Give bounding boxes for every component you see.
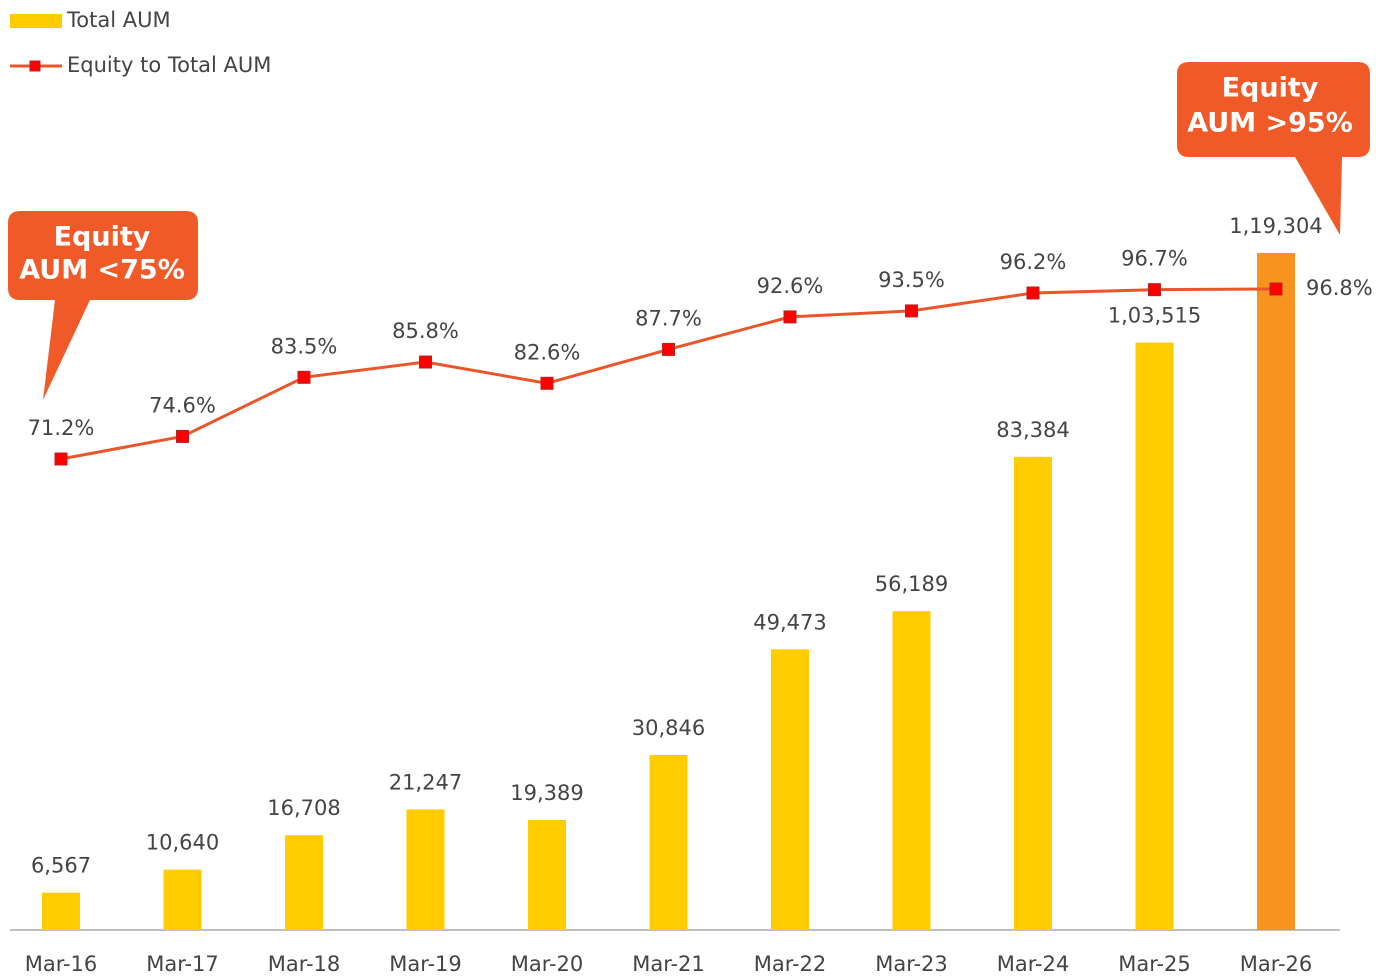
x-tick-label: Mar-17 (146, 952, 219, 976)
bar (771, 649, 809, 930)
legend-label: Total AUM (66, 8, 171, 32)
bar (163, 869, 202, 930)
line-marker (783, 310, 797, 324)
bar-value-label: 56,189 (875, 572, 948, 596)
line-marker (297, 370, 311, 384)
bar (1014, 456, 1052, 930)
callout-text: Equity (54, 222, 151, 253)
line-value-label: 87.7% (635, 306, 702, 330)
bar-value-label: 1,03,515 (1108, 304, 1202, 328)
legend-marker (29, 60, 41, 72)
line-marker (1269, 282, 1283, 296)
x-tick-label: Mar-26 (1240, 952, 1313, 976)
line-marker (905, 304, 918, 318)
x-tick-label: Mar-24 (997, 952, 1070, 976)
bar-value-label: 10,640 (146, 831, 219, 855)
legend-label: Equity to Total AUM (67, 53, 271, 77)
callout-box (1177, 62, 1370, 235)
bar-value-label: 83,384 (996, 418, 1069, 442)
callout-box (8, 211, 198, 400)
callout-text: AUM <75% (19, 255, 185, 286)
bar-value-label: 21,247 (389, 770, 462, 794)
legend-swatch (10, 14, 62, 28)
line-value-label: 96.2% (1000, 250, 1067, 274)
callout-text: AUM >95% (1187, 108, 1353, 139)
x-tick-label: Mar-22 (754, 952, 827, 976)
line-marker (662, 342, 675, 356)
bar-value-label: 49,473 (753, 610, 826, 634)
line-value-label: 96.8% (1306, 276, 1373, 300)
line-value-label: 82.6% (514, 340, 581, 364)
x-tick-label: Mar-21 (632, 952, 705, 976)
x-tick-label: Mar-20 (511, 952, 584, 976)
line-marker (176, 429, 189, 443)
bar (406, 809, 445, 930)
bar (649, 754, 688, 930)
x-tick-label: Mar-18 (268, 952, 341, 976)
line-marker (1148, 283, 1161, 297)
bar-value-label: 6,567 (31, 854, 91, 878)
bar (528, 819, 566, 930)
line-value-label: 92.6% (757, 274, 824, 298)
line-marker (1026, 286, 1040, 300)
bar-value-label: 19,389 (510, 781, 583, 805)
bar-value-label: 16,708 (267, 796, 340, 820)
bar (1257, 253, 1295, 930)
bar (892, 611, 931, 930)
line-value-label: 83.5% (271, 334, 338, 358)
x-tick-label: Mar-25 (1118, 952, 1191, 976)
bar (1135, 342, 1174, 930)
callout-text: Equity (1222, 73, 1319, 104)
line-marker (419, 355, 432, 369)
bar (285, 835, 323, 930)
bar-value-label: 1,19,304 (1229, 214, 1323, 238)
line-value-label: 93.5% (878, 268, 945, 292)
x-tick-label: Mar-23 (875, 952, 948, 976)
bar (42, 892, 80, 930)
line-marker (540, 376, 554, 390)
x-tick-label: Mar-16 (25, 952, 98, 976)
bar-value-label: 30,846 (632, 716, 705, 740)
x-tick-label: Mar-19 (389, 952, 462, 976)
line-value-label: 71.2% (28, 416, 95, 440)
line-value-label: 96.7% (1121, 247, 1188, 271)
line-marker (54, 452, 68, 466)
line-value-label: 85.8% (392, 319, 459, 343)
line-value-label: 74.6% (149, 393, 216, 417)
